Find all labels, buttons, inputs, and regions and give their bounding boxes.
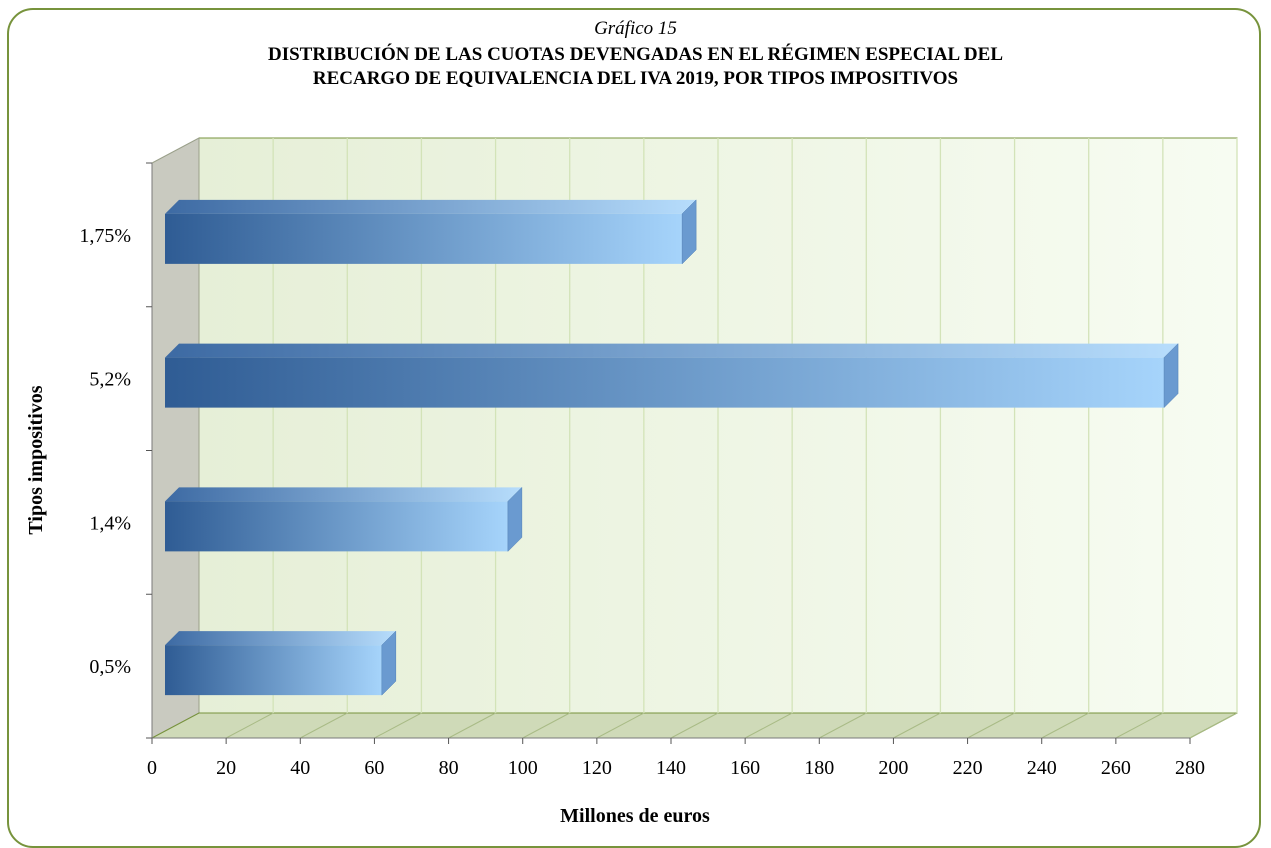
x-tick-label: 160: [730, 757, 760, 779]
x-tick-label: 100: [508, 757, 538, 779]
y-tick-label: 1,75%: [79, 225, 131, 247]
axes: [146, 162, 1191, 744]
bar-end-face: [681, 199, 697, 265]
bar-front-face: [165, 501, 508, 552]
chart-title-line-1: DISTRIBUCIÓN DE LAS CUOTAS DEVENGADAS EN…: [267, 44, 1003, 65]
bar-top-face: [165, 199, 697, 214]
chart-subtitle: Gráfico 15: [594, 18, 677, 39]
floor-gridline: [522, 712, 570, 739]
chart-title-line-2: RECARGO DE EQUIVALENCIA DEL IVA 2019, PO…: [312, 68, 959, 89]
bar-1,4%: [165, 486, 523, 552]
bar-end-face: [1163, 343, 1179, 409]
floor-gridline: [1189, 712, 1238, 739]
floor-gridline: [448, 712, 496, 739]
x-tick-label: 180: [804, 757, 834, 779]
x-tick-label: 0: [147, 757, 157, 779]
bar-0,5%: [165, 630, 397, 696]
x-tick-label: 240: [1027, 757, 1057, 779]
x-tick-label: 120: [582, 757, 612, 779]
bars: [165, 199, 1179, 696]
bar-end-face: [507, 486, 523, 552]
floor-gridline: [1041, 712, 1089, 739]
bar-top-face: [165, 343, 1179, 358]
bar-front-face: [165, 645, 382, 696]
x-tick-label: 140: [656, 757, 686, 779]
floor-gridline: [374, 712, 422, 739]
floor-gridline: [967, 712, 1015, 739]
floor-gridline: [744, 712, 793, 739]
y-tick-label: 1,4%: [89, 512, 131, 534]
bar-5,2%: [165, 343, 1179, 409]
x-tick-label: 220: [953, 757, 983, 779]
floor-gridline: [670, 712, 719, 739]
bar-front-face: [165, 357, 1165, 408]
x-tick-label: 60: [364, 757, 384, 779]
x-axis-label: Millones de euros: [560, 805, 710, 827]
bar-end-face: [381, 630, 397, 696]
floor-gridline: [300, 712, 348, 739]
floor-gridline: [596, 712, 645, 739]
y-tick-label: 5,2%: [89, 369, 131, 391]
y-tick-labels: 1,75% 5,2% 1,4% 0,5%: [79, 225, 131, 678]
y-axis-label: Tipos impositivos: [25, 385, 47, 534]
bar-front-face: [165, 213, 683, 264]
floor-gridline: [893, 712, 941, 739]
x-tick-label: 260: [1101, 757, 1131, 779]
bar-top-face: [165, 631, 396, 646]
y-tick-label: 0,5%: [89, 656, 131, 678]
x-tick-labels: 0 20 40 60 80 100 120 140 160 180 200 220 240 260 280: [147, 757, 1205, 779]
x-tick-label: 200: [878, 757, 908, 779]
x-tick-label: 40: [290, 757, 310, 779]
floor-gridline: [1115, 712, 1164, 739]
bar-1,75%: [165, 199, 697, 265]
bar-top-face: [165, 487, 522, 502]
floor-gridline: [225, 712, 274, 739]
x-tick-label: 80: [439, 757, 459, 779]
x-tick-label: 20: [216, 757, 236, 779]
x-tick-label: 280: [1175, 757, 1205, 779]
floor-gridline: [819, 712, 867, 739]
